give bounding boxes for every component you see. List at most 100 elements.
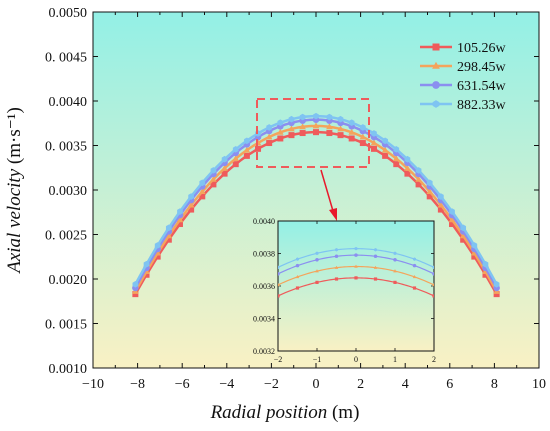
inset-ticks xyxy=(277,220,435,352)
x-tick-label: 8 xyxy=(491,377,498,392)
inset-y-tick-label: 0.0040 xyxy=(253,217,275,226)
data-point xyxy=(221,170,228,177)
inset-y-tick-label: 0.0038 xyxy=(253,250,275,259)
inset-data-point xyxy=(373,248,378,252)
data-point xyxy=(337,132,344,139)
data-point xyxy=(426,193,433,200)
y-tick-label: 0. 0035 xyxy=(45,140,87,155)
data-point xyxy=(437,206,444,213)
inset-data-point xyxy=(393,258,397,262)
data-point xyxy=(232,146,239,153)
inset-data-point xyxy=(432,265,434,270)
inset-data-point xyxy=(432,283,434,287)
x-tick-label: 4 xyxy=(402,377,409,392)
data-point xyxy=(244,137,250,145)
data-point xyxy=(337,115,344,123)
x-tick-label: −10 xyxy=(82,377,104,392)
data-point xyxy=(449,221,456,228)
data-point xyxy=(288,115,295,123)
x-tick-label: −6 xyxy=(175,377,190,392)
data-point xyxy=(370,145,377,152)
data-point xyxy=(415,167,422,174)
series-882.33w xyxy=(132,112,500,288)
inset-data-point xyxy=(354,264,358,268)
data-point xyxy=(299,123,306,130)
inset-x-tick-label: 2 xyxy=(432,355,436,364)
data-point xyxy=(243,152,250,159)
inset-y-tick-label: 0.0036 xyxy=(253,282,275,291)
data-point xyxy=(266,124,273,131)
data-point xyxy=(199,179,206,187)
data-point xyxy=(299,130,306,137)
legend-swatch-marker xyxy=(432,43,440,51)
data-point xyxy=(132,291,139,298)
x-tick-label: −2 xyxy=(264,377,279,392)
inset-data-point xyxy=(334,248,339,252)
inset-data-point xyxy=(373,265,378,269)
data-point xyxy=(371,130,377,137)
legend-swatch-marker xyxy=(432,61,440,69)
data-point xyxy=(348,128,355,135)
data-point xyxy=(143,260,150,268)
data-point xyxy=(210,175,217,182)
zoom-arrow-head xyxy=(329,208,337,221)
data-point xyxy=(460,224,467,232)
data-point xyxy=(393,146,400,153)
data-point xyxy=(404,164,411,171)
data-point xyxy=(460,236,467,243)
data-point xyxy=(415,181,422,188)
inset-data-point xyxy=(295,257,300,261)
data-point xyxy=(154,242,161,249)
data-point xyxy=(348,119,355,126)
data-point xyxy=(199,193,206,200)
data-point xyxy=(471,253,478,260)
data-point xyxy=(313,129,319,136)
x-tick-label: −8 xyxy=(130,377,145,392)
data-point xyxy=(493,281,500,288)
data-point xyxy=(176,216,184,223)
data-point xyxy=(404,170,411,177)
data-point xyxy=(210,167,217,174)
data-point xyxy=(165,232,173,239)
data-point xyxy=(493,291,500,298)
data-point xyxy=(177,208,183,215)
inset-data-point xyxy=(393,269,397,273)
inset-data-point xyxy=(354,246,358,251)
y-tick-labels: 0.0010 0. 0015 0.0020 0. 0025 0.0030 0. 0035 0… xyxy=(45,6,87,377)
legend-item: 105.26w xyxy=(420,41,507,56)
y-tick-label: 0. 0045 xyxy=(45,51,87,66)
data-point xyxy=(221,155,228,163)
data-point xyxy=(187,201,195,208)
inset-data-point xyxy=(278,272,280,276)
inset-y-tick-label: 0.0032 xyxy=(253,347,275,356)
data-point xyxy=(459,232,467,239)
data-point xyxy=(143,271,150,278)
inset-x-tick-label: 1 xyxy=(393,355,397,364)
series-layer xyxy=(132,112,500,298)
data-point xyxy=(277,128,284,135)
data-point xyxy=(265,133,273,140)
legend-label: 882.33w xyxy=(457,98,507,113)
inset-data-point xyxy=(412,286,417,290)
data-point xyxy=(198,187,206,194)
x-axis-label: Radial position (m) xyxy=(210,402,360,423)
inset-x-tick-label: 0 xyxy=(354,355,358,364)
data-point xyxy=(277,135,284,142)
legend-label: 105.26w xyxy=(457,41,507,56)
data-point xyxy=(392,155,400,162)
data-point xyxy=(337,125,344,132)
inset-data-point xyxy=(315,280,319,284)
data-point xyxy=(165,224,172,232)
series-105.26w xyxy=(132,129,500,298)
x-tick-label: −4 xyxy=(219,377,234,392)
data-point xyxy=(482,271,489,278)
inset-data-point xyxy=(278,294,280,298)
data-point xyxy=(165,236,172,243)
y-tick-label: 0.0040 xyxy=(49,95,88,110)
data-point xyxy=(132,281,139,288)
inset-data-point xyxy=(278,265,280,270)
data-point xyxy=(232,155,240,162)
data-point xyxy=(221,164,228,171)
inset-data-point xyxy=(432,272,434,276)
data-point xyxy=(382,137,388,145)
